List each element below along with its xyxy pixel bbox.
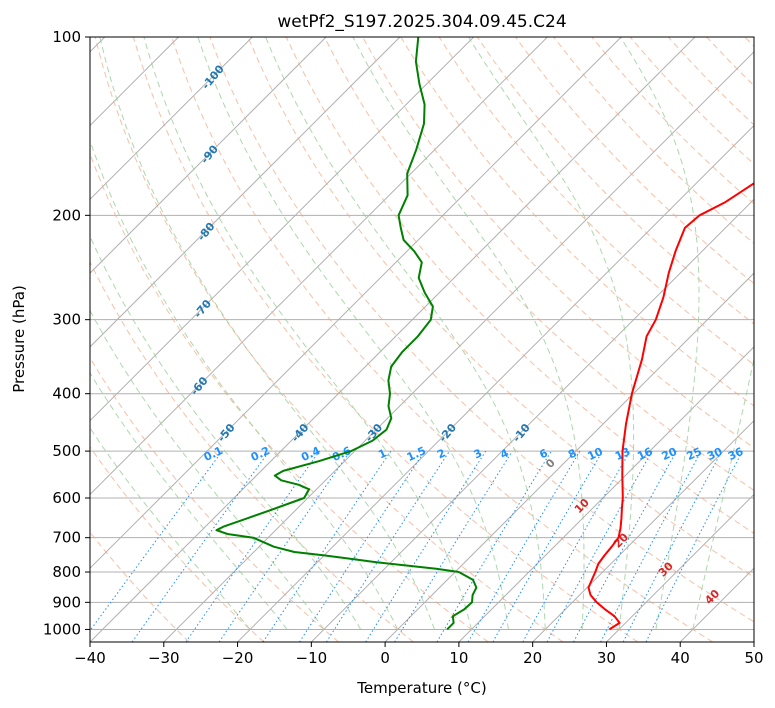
dry-adiabat-line bbox=[94, 37, 564, 642]
y-tick-label: 700 bbox=[52, 529, 81, 547]
isotherm-line bbox=[90, 37, 401, 348]
y-tick-label: 600 bbox=[52, 489, 81, 507]
moist-adiabat-line bbox=[143, 37, 472, 630]
moist-adiabat-line bbox=[619, 37, 700, 630]
mixing-ratio-label: 16 bbox=[635, 445, 655, 463]
mixing-ratio-line bbox=[522, 450, 631, 642]
x-axis-title: Temperature (°C) bbox=[356, 679, 486, 697]
mixing-ratio-line bbox=[645, 450, 743, 642]
moist-adiabat-line bbox=[197, 37, 509, 630]
isotherm-line bbox=[90, 37, 253, 201]
moist-adiabat-line bbox=[90, 235, 362, 630]
isotherm-line bbox=[458, 346, 754, 642]
mixing-ratio-line bbox=[262, 450, 392, 642]
dewpoint-profile-line bbox=[215, 37, 478, 631]
mixing-ratio-line bbox=[90, 450, 223, 632]
moist-adiabat-line bbox=[90, 371, 288, 630]
mixing-ratio-label: 30 bbox=[705, 445, 725, 463]
mixing-ratio-line bbox=[185, 450, 320, 642]
y-tick-label: 1000 bbox=[43, 620, 81, 638]
x-tick-label: 30 bbox=[597, 649, 616, 667]
y-tick-label: 400 bbox=[52, 385, 81, 403]
axes: −40 −30 −20 −10 0 10 20 30 40 50 1000 900 800 700 600 5… bbox=[43, 28, 764, 667]
mixing-ratio-line bbox=[299, 450, 426, 642]
x-tick-label: 50 bbox=[744, 649, 763, 667]
y-tick-label: 500 bbox=[52, 442, 81, 460]
moist-adiabat-line bbox=[99, 37, 436, 630]
isotherm-line bbox=[90, 37, 475, 422]
dry-adiabat-line bbox=[90, 446, 265, 642]
mixing-ratio-label: 36 bbox=[726, 445, 746, 463]
dry-adiabat-line bbox=[90, 356, 339, 642]
dry-adiabat-line bbox=[209, 37, 754, 623]
isotherm-line bbox=[384, 272, 754, 642]
y-tick-label: 800 bbox=[52, 563, 81, 581]
y-axis-title: Pressure (hPa) bbox=[10, 285, 28, 393]
moist-adiabat-line bbox=[692, 356, 754, 630]
mixing-ratio-label: 25 bbox=[685, 445, 704, 463]
isotherm-line bbox=[532, 419, 754, 642]
isotherm-line bbox=[163, 51, 754, 642]
isotherm-line bbox=[90, 37, 548, 496]
mixing-ratio-line bbox=[546, 450, 653, 642]
temperature-profile-line bbox=[587, 182, 754, 631]
x-tick-label: −10 bbox=[296, 649, 328, 667]
dry-adiabat-line bbox=[438, 37, 754, 366]
moist-adiabat-line bbox=[468, 37, 635, 630]
y-tick-label: 200 bbox=[52, 206, 81, 224]
y-tick-label: 900 bbox=[52, 593, 81, 611]
x-tick-label: 0 bbox=[380, 649, 390, 667]
mixing-ratio-line bbox=[394, 450, 513, 642]
isotherm-line bbox=[237, 124, 754, 642]
y-tick-label: 300 bbox=[52, 311, 81, 329]
dry-adiabat-line bbox=[323, 37, 754, 491]
x-tick-label: 20 bbox=[523, 649, 542, 667]
mixing-ratio-line bbox=[325, 450, 450, 642]
dry-adiabat-line bbox=[90, 260, 414, 642]
x-tick-label: −30 bbox=[148, 649, 180, 667]
plot-frame bbox=[89, 36, 755, 643]
chart-title: wetPf2_S197.2025.304.09.45.C24 bbox=[277, 12, 566, 32]
mixing-ratio-line bbox=[131, 450, 270, 642]
dry-adiabat-line bbox=[515, 37, 754, 285]
moist-adiabat-line bbox=[90, 309, 325, 630]
isotherm-line bbox=[606, 493, 754, 642]
mixing-ratio-label: 20 bbox=[660, 445, 680, 463]
mixing-ratio-label: 10 bbox=[586, 445, 606, 463]
x-tick-label: 10 bbox=[449, 649, 468, 667]
mixing-ratio-line bbox=[218, 450, 351, 642]
dry-adiabat-line bbox=[476, 37, 754, 325]
isotherm-line bbox=[90, 37, 327, 274]
x-tick-label: −40 bbox=[74, 649, 106, 667]
isotherm-line bbox=[90, 37, 696, 642]
x-tick-label: 40 bbox=[671, 649, 690, 667]
plot-area: -100-90-80-70-60-50 -40 -30 -20 -100.1 0.2 0.4… bbox=[90, 37, 754, 642]
isotherm-line bbox=[90, 37, 622, 569]
dry-adiabat-line bbox=[132, 37, 639, 642]
dry-adiabat-line bbox=[285, 37, 754, 535]
dry-adiabat-line bbox=[171, 37, 713, 642]
moist-adiabat-line bbox=[265, 37, 546, 630]
x-tick-label: −20 bbox=[222, 649, 254, 667]
mixing-ratio-line bbox=[573, 450, 677, 642]
moist-adiabat-line bbox=[90, 427, 251, 630]
y-tick-label: 100 bbox=[52, 28, 81, 46]
moist-adiabat-line bbox=[352, 37, 585, 630]
